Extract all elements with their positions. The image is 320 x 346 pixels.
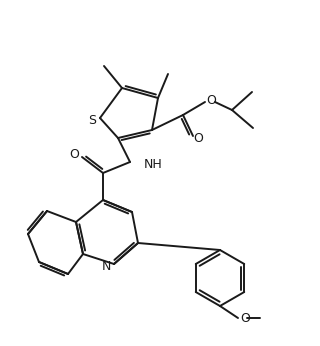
- Text: N: N: [101, 261, 111, 273]
- Text: NH: NH: [144, 157, 163, 171]
- Text: S: S: [88, 113, 96, 127]
- Text: O: O: [193, 133, 203, 146]
- Text: O: O: [69, 148, 79, 162]
- Text: O: O: [240, 312, 250, 326]
- Text: O: O: [206, 93, 216, 107]
